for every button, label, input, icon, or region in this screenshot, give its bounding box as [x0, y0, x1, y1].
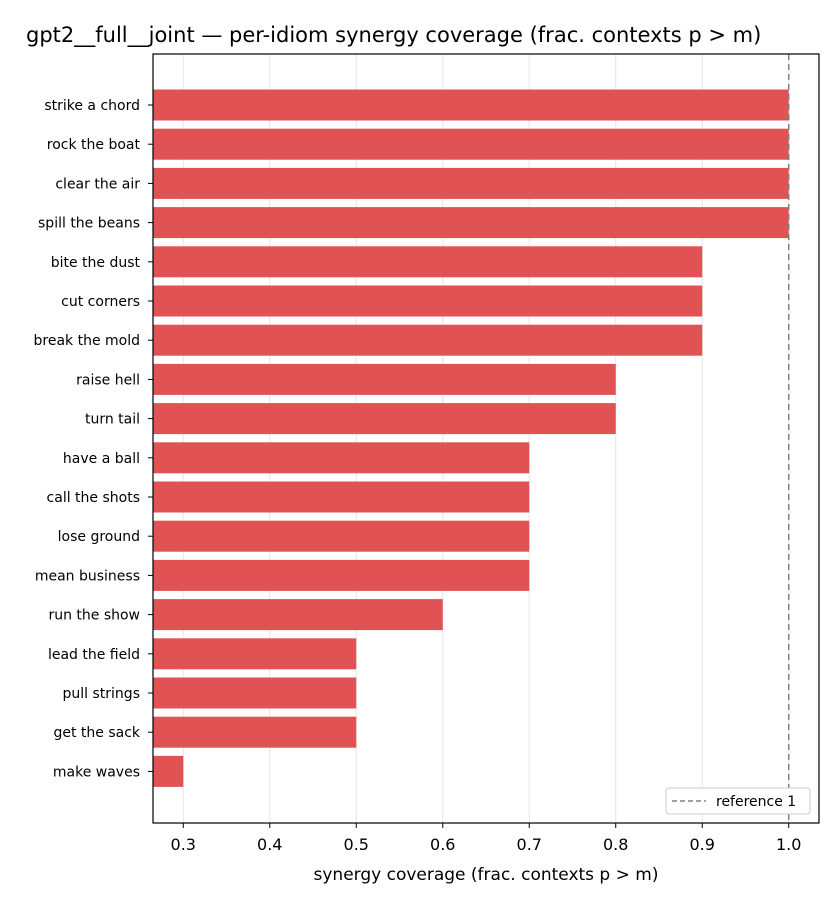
bar — [153, 403, 616, 435]
legend: reference 1 — [665, 787, 811, 815]
x-axis-label: synergy coverage (frac. contexts p > m) — [314, 865, 659, 885]
bar — [153, 677, 357, 709]
bar — [153, 363, 616, 395]
y-tick-label: break the mold — [34, 333, 141, 349]
bar — [153, 324, 703, 356]
y-tick-labels: strike a chord rock the boat clear the air… — [34, 98, 153, 780]
bar — [153, 167, 789, 199]
y-tick-label: mean business — [35, 568, 140, 584]
bar — [153, 442, 530, 474]
y-tick-label: have a ball — [63, 451, 140, 467]
bar — [153, 638, 357, 670]
x-tick-label: 1.0 — [776, 835, 801, 854]
x-tick-label: 0.7 — [517, 835, 542, 854]
y-tick-label: cut corners — [61, 294, 140, 310]
y-tick-label: lead the field — [48, 647, 140, 663]
bar — [153, 559, 530, 591]
x-tick-label: 0.3 — [171, 835, 196, 854]
bar — [153, 599, 443, 631]
y-tick-label: spill the beans — [38, 216, 140, 232]
y-tick-label: get the sack — [53, 725, 140, 741]
y-tick-label: raise hell — [76, 372, 140, 388]
bar — [153, 481, 530, 513]
legend-label-reference: reference 1 — [716, 794, 796, 810]
x-tick-label: 0.8 — [603, 835, 628, 854]
bar — [153, 716, 357, 748]
y-tick-label: lose ground — [58, 529, 140, 545]
y-tick-label: call the shots — [47, 490, 140, 506]
x-tick-labels: 0.3 0.4 0.5 0.6 0.7 0.8 0.9 1.0 — [171, 823, 801, 854]
axes-frame — [152, 53, 820, 824]
bar — [153, 246, 703, 278]
legend-box — [665, 787, 811, 815]
y-tick-label: strike a chord — [44, 98, 140, 114]
bar — [153, 520, 530, 552]
x-tick-label: 0.4 — [257, 835, 282, 854]
y-tick-label: rock the boat — [47, 137, 141, 153]
y-tick-label: pull strings — [63, 686, 140, 702]
bar — [153, 207, 789, 239]
x-tick-label: 0.6 — [430, 835, 455, 854]
y-tick-label: turn tail — [85, 412, 140, 428]
x-tick-label: 0.5 — [344, 835, 369, 854]
bar — [153, 285, 703, 317]
y-tick-label: bite the dust — [51, 255, 141, 271]
bar — [153, 89, 789, 121]
x-tick-label: 0.9 — [690, 835, 715, 854]
chart-title: gpt2__full__joint — per-idiom synergy co… — [26, 23, 761, 48]
bar — [153, 755, 184, 787]
y-tick-label: make waves — [53, 764, 140, 780]
y-tick-label: clear the air — [55, 176, 140, 192]
y-tick-label: run the show — [48, 608, 140, 624]
bar — [153, 128, 789, 160]
bars — [153, 89, 789, 787]
